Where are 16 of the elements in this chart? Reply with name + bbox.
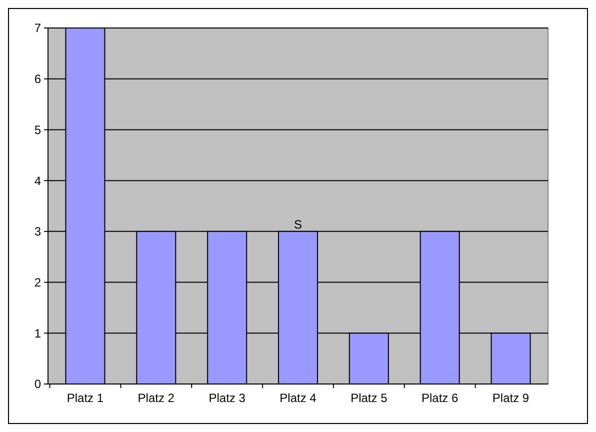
y-tick-label: 1	[34, 326, 42, 340]
x-tick-label: Platz 5	[350, 391, 388, 405]
y-tick-label: 0	[34, 377, 42, 392]
y-tick-label: 7	[34, 21, 42, 36]
y-tick-label: 4	[34, 174, 42, 188]
x-tick-label: Platz 6	[422, 391, 459, 405]
x-tick-label: Platz 2	[138, 391, 175, 405]
annotation: S	[294, 217, 302, 232]
y-tick-label: 6	[34, 72, 42, 86]
y-tick-label: 2	[34, 275, 42, 290]
x-tick-label: Platz 4	[280, 391, 317, 405]
y-tick-label: 5	[34, 122, 42, 137]
y-tick-label: 3	[34, 224, 42, 239]
x-tick-label: Platz 1	[66, 391, 104, 405]
x-tick-label: Platz 9	[492, 391, 530, 405]
x-tick-label: Platz 3	[208, 391, 246, 405]
